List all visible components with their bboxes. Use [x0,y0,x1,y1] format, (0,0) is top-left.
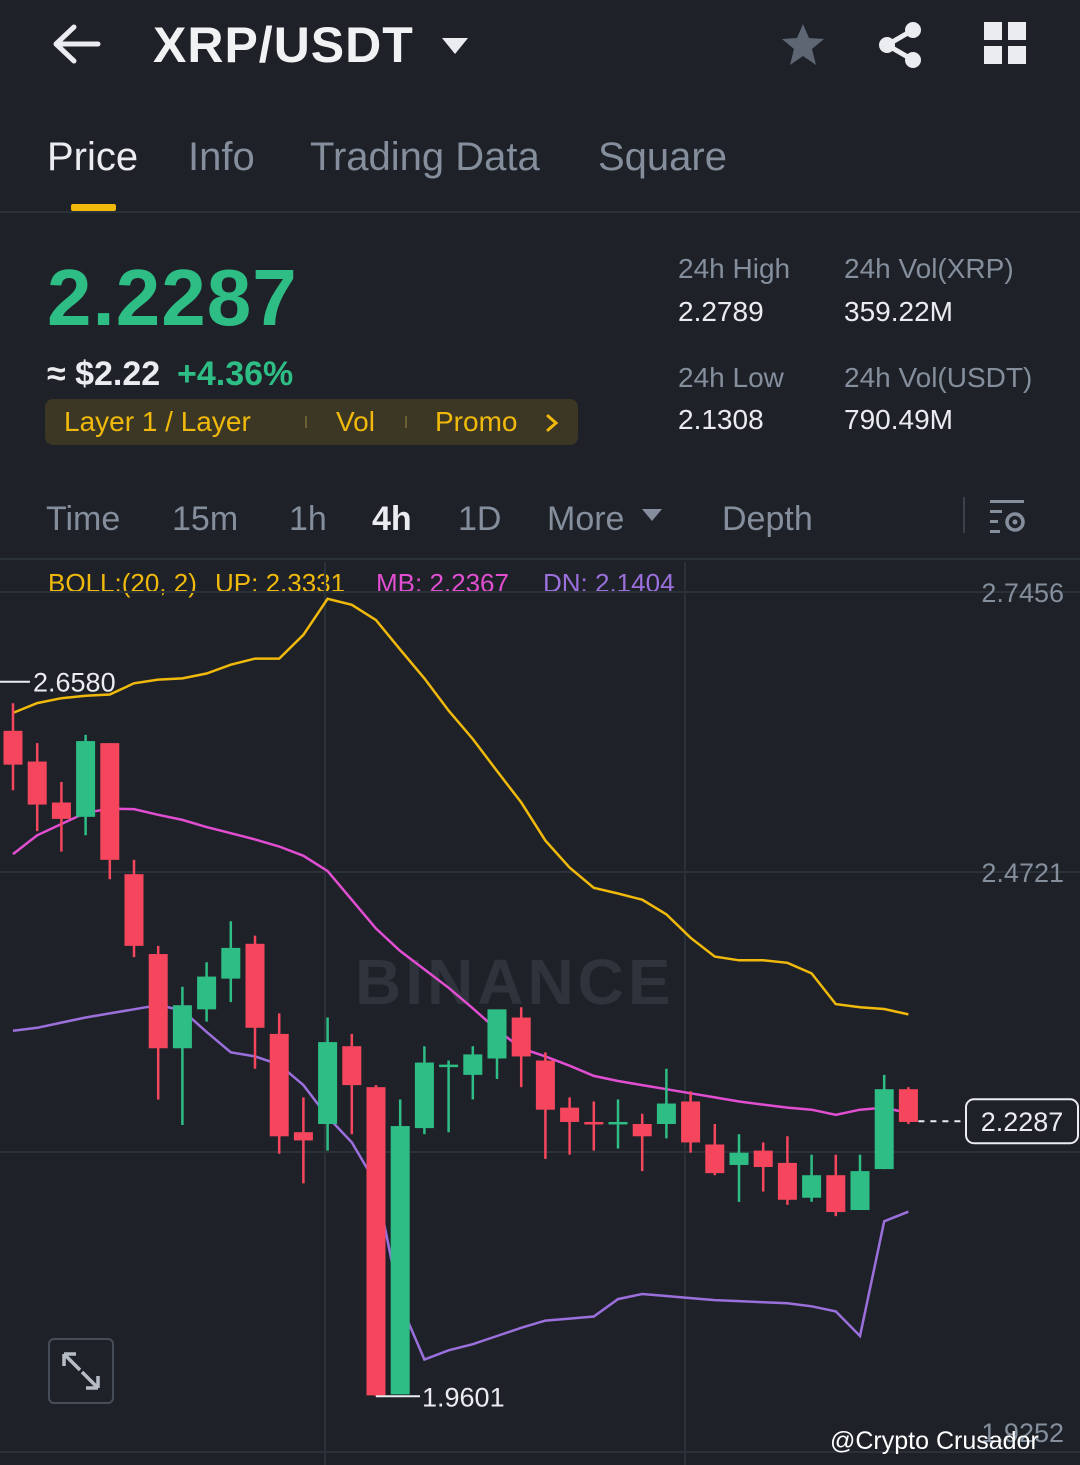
low-value: 2.1308 [678,404,764,435]
candle-body [414,1062,434,1129]
candle-body [269,1033,289,1137]
candle-body [535,1060,555,1110]
candlestick-chart[interactable]: 2.7456 2.4721 1.9252 2.6580 1.9601 2.2287 [0,562,1080,1465]
candle-body [656,1103,676,1125]
high-label: 24h High [678,253,791,284]
candle-body [777,1162,797,1200]
main-tabs: Price Info Trading Data Square [0,125,1080,213]
low-marker-label: 1.9601 [422,1382,505,1412]
y-tick-label: 2.7456 [981,578,1064,608]
vol-base-label: 24h Vol(XRP) [844,253,1014,284]
candle-body [197,976,217,1010]
candle-body [511,1017,531,1057]
tag-separator [405,416,407,428]
tag-vol[interactable]: Vol [336,406,375,437]
last-price: 2.2287 [47,253,298,342]
pair-title[interactable]: XRP/USDT [153,17,414,73]
chevron-right-icon[interactable] [545,413,559,433]
high-marker-label: 2.6580 [33,668,116,698]
tag-promo[interactable]: Promo [435,406,518,437]
tag-strip[interactable]: Layer 1 / Layer Vol Promo [45,399,578,445]
candle-body [705,1144,725,1174]
low-label: 24h Low [678,362,784,393]
back-arrow-icon[interactable] [50,22,102,66]
candle-body [221,947,241,979]
candle-body [3,730,23,765]
y-tick-label: 2.4721 [981,858,1064,888]
candle-body [681,1101,701,1143]
candle-body [729,1152,749,1165]
interval-1d[interactable]: 1D [458,500,502,538]
interval-bar: Time 15m 1h 4h 1D More Depth [0,480,1080,560]
candle-body [172,1005,192,1049]
vol-quote-value: 790.49M [844,404,953,435]
boll-mid-line [12,807,909,1117]
boll-lower-line [12,1003,909,1362]
current-price-box [965,1098,1079,1145]
candle-body [874,1089,894,1170]
interval-4h[interactable]: 4h [372,500,412,538]
candle-body [584,1121,604,1125]
candle-body [898,1089,918,1122]
candle-body [366,1087,386,1396]
high-value: 2.2789 [678,296,764,327]
candle-body [51,802,71,819]
interval-15m[interactable]: 15m [172,500,239,538]
y-tick-label: 1.9252 [981,1418,1064,1448]
candle-body [439,1064,459,1068]
current-price-label: 2.2287 [981,1107,1064,1137]
candle-body [560,1107,580,1122]
price-change: +4.36% [177,355,294,393]
candle-body [802,1175,822,1198]
boll-upper-line [12,597,909,1016]
vol-base-value: 359.22M [844,296,953,327]
expand-icon [62,1352,100,1390]
candle-body [487,1009,507,1059]
star-icon[interactable] [780,22,826,68]
candle-body [390,1126,410,1395]
candle-body [318,1042,338,1125]
candle-body [632,1124,652,1137]
divider [963,497,965,533]
expand-button[interactable] [48,1338,114,1404]
candle-body [753,1150,773,1168]
candle-body [850,1171,870,1211]
chart-settings-icon[interactable] [988,496,1028,536]
candle-body [245,943,265,1028]
interval-more[interactable]: More [547,500,625,538]
candle-body [148,954,168,1049]
credit-label: @Crypto Crusador [830,1427,1039,1455]
candle-body [463,1054,483,1075]
tab-price[interactable]: Price [47,135,139,179]
top-bar: XRP/USDT [0,0,1080,100]
interval-depth[interactable]: Depth [722,500,813,538]
candle-body [76,741,96,817]
candle-body [100,743,120,860]
tab-square[interactable]: Square [598,135,727,179]
caret-down-icon[interactable] [440,36,470,56]
candle-body [826,1175,846,1213]
caret-down-icon[interactable] [641,508,663,522]
tag-separator [305,416,307,428]
tab-info[interactable]: Info [188,135,255,179]
grid-menu-icon[interactable] [984,22,1026,64]
interval-1h[interactable]: 1h [289,500,327,538]
share-icon[interactable] [876,20,924,70]
candle-body [342,1046,362,1086]
candle-body [27,761,47,805]
candle-body [608,1121,628,1125]
tab-trading-data[interactable]: Trading Data [310,135,540,179]
interval-time[interactable]: Time [46,500,121,538]
candle-body [293,1132,313,1141]
active-tab-indicator [71,204,116,211]
vol-quote-label: 24h Vol(USDT) [844,362,1033,393]
usd-price: ≈ $2.22 [47,355,161,393]
candle-body [124,874,144,946]
tag-layer[interactable]: Layer 1 / Layer [64,406,251,437]
